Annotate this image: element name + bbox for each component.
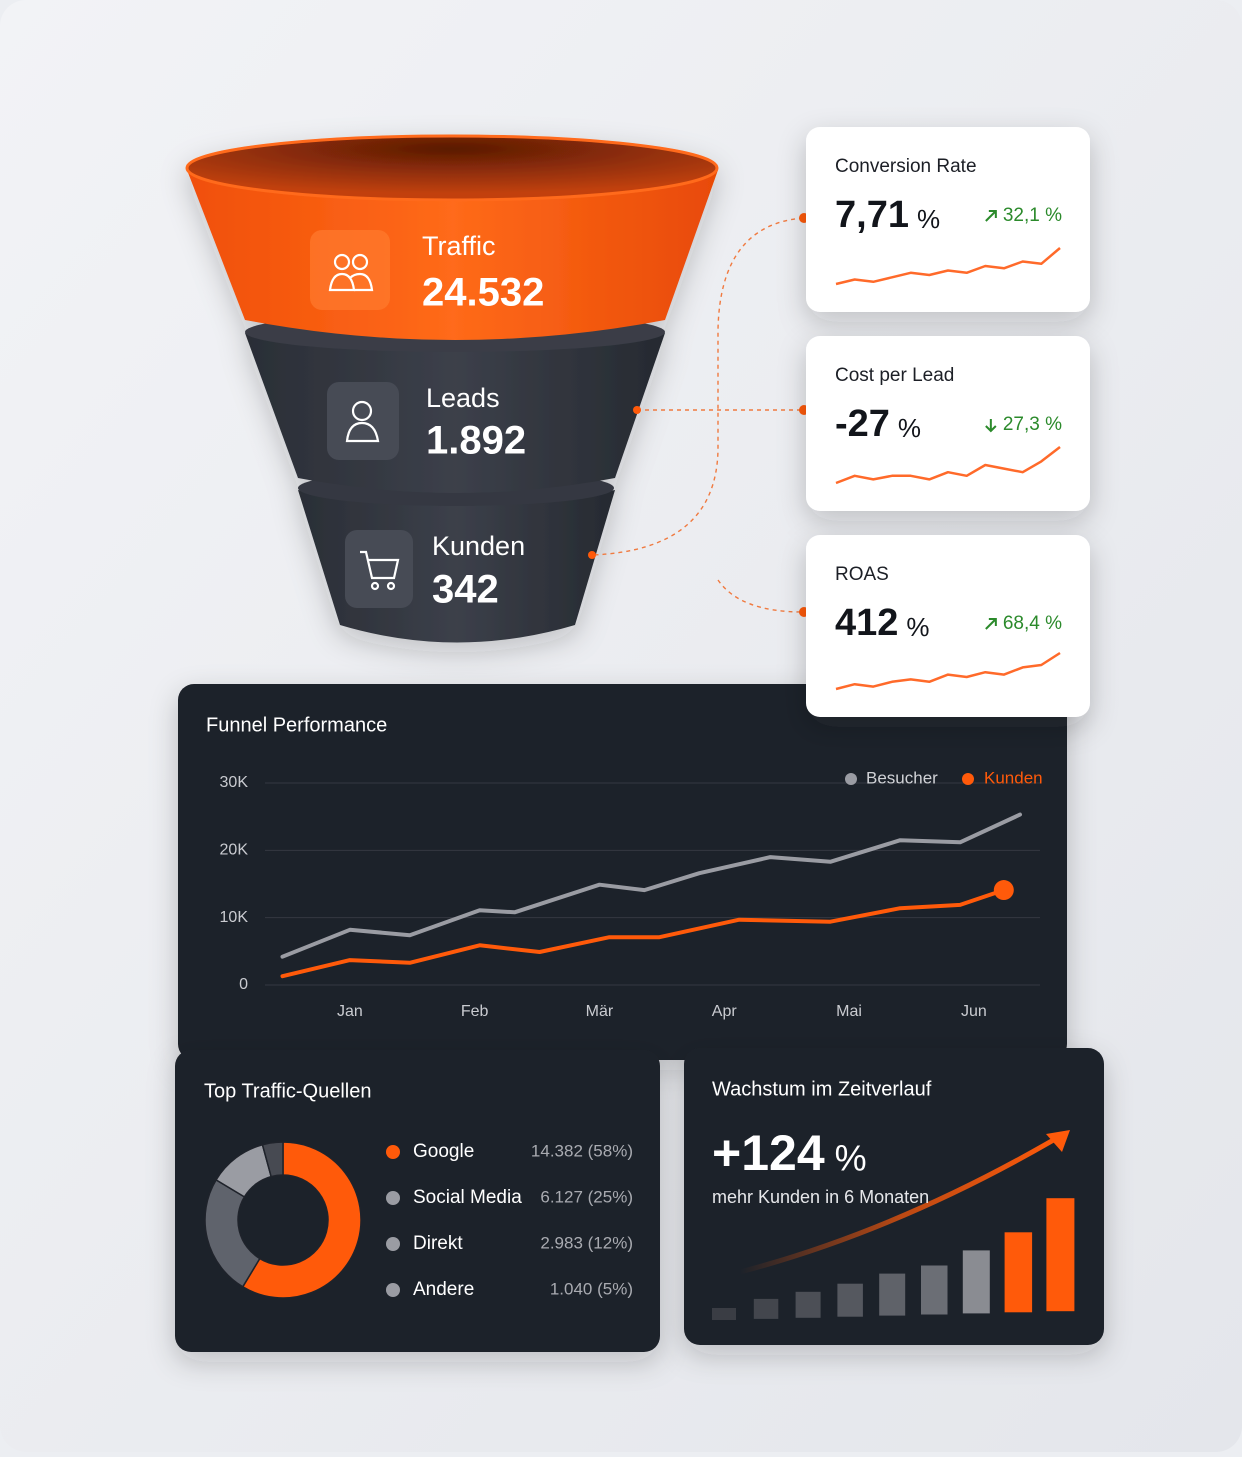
y-tick-label: 30K (220, 774, 249, 791)
bar (1004, 1232, 1033, 1313)
bar (921, 1265, 948, 1315)
kpi-change: 68,4 % (1003, 613, 1062, 634)
y-tick-label: 20K (220, 842, 249, 859)
funnel-value: 342 (432, 568, 499, 612)
kpi-unit: % (917, 204, 940, 234)
value-label: 6.127 (25%) (540, 1187, 633, 1206)
kpi-value: 7,71 (835, 194, 909, 236)
bar (962, 1250, 990, 1314)
headline: +124 (712, 1125, 825, 1181)
bar (879, 1273, 906, 1316)
legend-label: Kunden (984, 768, 1043, 787)
chart-title: Funnel Performance (206, 714, 387, 736)
legend-dot (386, 1283, 400, 1297)
user-icon (345, 400, 380, 443)
kpi-card (806, 336, 1090, 511)
x-tick-label: Feb (461, 1003, 489, 1020)
growth-arrowhead (1046, 1130, 1070, 1152)
y-tick-label: 10K (220, 909, 249, 926)
bar (795, 1291, 821, 1318)
legend-label: Direkt (413, 1233, 463, 1254)
kpi-change: 27,3 % (1003, 414, 1062, 435)
kpi-unit: % (898, 413, 921, 443)
kpi-value: 412 (835, 602, 898, 644)
kpi-title: Cost per Lead (835, 365, 954, 386)
kpi-unit: % (906, 612, 929, 642)
funnel-value: 24.532 (422, 271, 544, 315)
y-tick-label: 0 (239, 976, 248, 993)
x-tick-label: Mär (586, 1003, 614, 1020)
donut-slice (261, 1141, 284, 1178)
headline-unit: % (835, 1138, 867, 1179)
kpi-card (806, 127, 1090, 312)
end-marker (993, 880, 1014, 901)
x-tick-label: Mai (836, 1003, 862, 1020)
kpi-title: Conversion Rate (835, 156, 977, 177)
icon-box (310, 230, 390, 310)
value-label: 14.382 (58%) (531, 1141, 633, 1160)
funnel-label: Kunden (432, 531, 525, 561)
subtitle: mehr Kunden in 6 Monaten (712, 1187, 929, 1207)
kpi-card (806, 535, 1090, 717)
cart-icon (360, 550, 400, 591)
legend-label: Besucher (866, 768, 938, 787)
funnel-label: Traffic (422, 231, 496, 261)
legend-label: Google (413, 1141, 474, 1162)
x-tick-label: Jan (337, 1003, 363, 1020)
funnel (185, 134, 719, 643)
bar (753, 1298, 779, 1319)
funnel-label: Leads (426, 383, 500, 413)
legend-label: Social Media (413, 1187, 522, 1208)
bar (837, 1283, 863, 1317)
kpi-change: 32,1 % (1003, 205, 1062, 226)
legend-dot (386, 1145, 400, 1159)
funnel-opening (185, 134, 719, 202)
kpi-value: -27 (835, 403, 890, 445)
change-arrow (985, 210, 997, 222)
chart-title: Top Traffic-Quellen (204, 1080, 372, 1102)
bar (1046, 1198, 1075, 1312)
x-tick-label: Jun (961, 1003, 987, 1020)
bar (712, 1308, 736, 1320)
value-label: 2.983 (12%) (540, 1233, 633, 1252)
donut-slice (241, 1141, 362, 1299)
legend-dot (386, 1191, 400, 1205)
users-icon (328, 253, 374, 292)
chart-title: Wachstum im Zeitverlauf (712, 1078, 932, 1100)
legend-dot (962, 773, 974, 785)
sparkline (835, 651, 1061, 691)
line (280, 812, 1022, 959)
growth-panel (684, 1048, 1104, 1345)
legend-dot (386, 1237, 400, 1251)
sparkline (835, 247, 1061, 286)
funnel-value: 1.892 (426, 419, 526, 463)
legend-dot (845, 773, 857, 785)
legend-label: Andere (413, 1279, 474, 1300)
performance-panel (178, 684, 1067, 1060)
x-tick-label: Apr (712, 1003, 738, 1020)
change-arrow (985, 618, 997, 630)
kpi-title: ROAS (835, 564, 889, 585)
change-arrow (985, 419, 997, 433)
connectors (591, 217, 804, 613)
sparkline (835, 446, 1061, 485)
icon-box (345, 530, 413, 608)
growth-arrow (737, 1132, 1065, 1275)
line (280, 888, 1006, 979)
value-label: 1.040 (5%) (550, 1279, 633, 1298)
